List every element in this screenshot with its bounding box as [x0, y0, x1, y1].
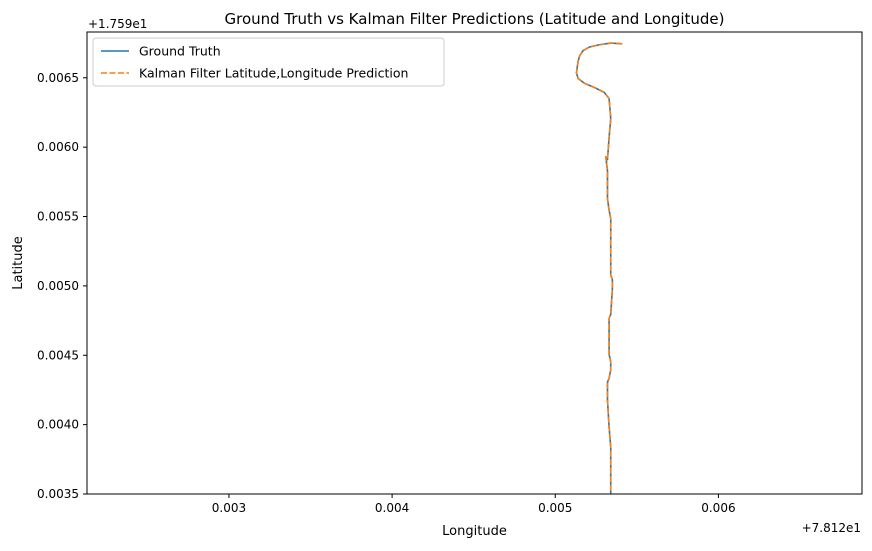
y-offset-label: +1.759e1: [88, 17, 147, 31]
y-tick-label: 0.0050: [37, 279, 79, 293]
x-tick-label: 0.006: [701, 501, 735, 515]
plot-frame: [86, 31, 863, 495]
series: [575, 42, 623, 494]
chart-title: Ground Truth vs Kalman Filter Prediction…: [224, 10, 724, 28]
legend-box: [92, 37, 445, 87]
y-tick-label: 0.0040: [37, 418, 79, 432]
ticks: 0.003 0.004 0.005 0.006 0.0035 0.0040 0.0045 0.…: [37, 71, 736, 515]
legend-label-ground-truth: Ground Truth: [139, 44, 221, 59]
y-tick-label: 0.0055: [37, 210, 79, 224]
x-offset-label: +7.812e1: [802, 521, 861, 535]
y-tick-label: 0.0065: [37, 71, 79, 85]
series-line-kalman-prediction: [575, 42, 623, 494]
x-tick-label: 0.005: [538, 501, 572, 515]
y-tick-label: 0.0045: [37, 348, 79, 362]
legend: Ground Truth Kalman Filter Latitude,Long…: [92, 37, 445, 87]
legend-label-kalman-prediction: Kalman Filter Latitude,Longitude Predict…: [139, 66, 408, 81]
y-tick-label: 0.0060: [37, 140, 79, 154]
y-axis-label: Latitude: [11, 236, 26, 290]
x-tick-label: 0.003: [212, 501, 246, 515]
y-tick-label: 0.0035: [37, 487, 79, 501]
x-tick-label: 0.004: [375, 501, 409, 515]
x-axis-label: Longitude: [442, 524, 507, 539]
